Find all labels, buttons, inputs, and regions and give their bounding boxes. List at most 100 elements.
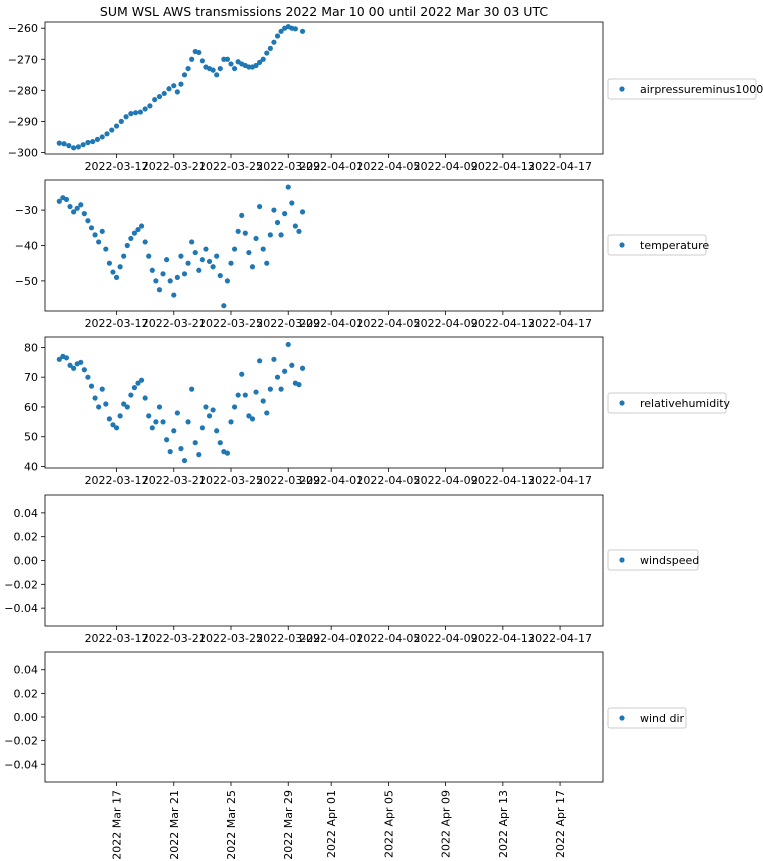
data-point [128,235,134,242]
y-tick-label: −290 [8,115,38,128]
data-point [221,303,227,309]
data-point [135,380,141,386]
data-point [110,422,116,428]
x-tick-label: 2022-03-29 [256,160,320,173]
data-point [189,239,195,245]
data-point [63,196,70,203]
data-point [260,246,266,252]
data-point [63,355,70,361]
data-point [131,385,138,391]
data-point [178,81,184,87]
y-tick-label: −280 [8,84,38,97]
data-point [56,140,62,146]
y-tick-label: −30 [15,204,38,217]
data-point [199,425,205,431]
data-point [246,249,252,256]
data-point [274,33,281,39]
data-point [267,232,273,238]
legend-marker [619,715,625,721]
data-point [113,274,120,280]
data-point [214,428,220,434]
x-tick-label: 2022 Mar 25 [225,790,238,860]
y-tick-label: 0.04 [14,664,39,677]
data-point [224,56,231,62]
x-tick-label: 2022-03-29 [256,317,320,330]
legend-box [607,78,757,100]
data-point [153,278,159,284]
data-point [217,272,223,279]
data-point [85,218,91,224]
data-point [142,395,148,401]
data-point [146,413,152,419]
data-point [203,404,209,410]
legend-box [607,392,727,414]
data-point [164,437,170,443]
data-point [171,292,177,298]
legend-label: airpressureminus1000 [640,83,763,96]
y-tick-label: 0.04 [14,507,39,520]
data-point [71,365,77,371]
data-point [224,450,231,456]
data-point [135,226,141,233]
y-tick-label: −50 [15,275,38,288]
data-point [113,425,120,431]
data-point [271,356,277,362]
data-point [156,93,163,100]
data-point [80,142,86,148]
data-point [228,61,234,67]
data-point [299,209,306,215]
y-tick-label: 60 [24,401,38,414]
data-point [160,271,166,277]
x-tick-label: 2022-04-17 [528,474,592,487]
data-point [81,367,87,373]
subplots: −300−290−280−270−2602022-03-172022-03-21… [4,21,763,860]
data-point [142,239,148,245]
x-tick-label: 2022-03-17 [85,160,149,173]
data-point [260,56,266,62]
data-point [128,111,134,117]
data-point [121,253,127,259]
y-tick-label: 0.00 [14,555,39,568]
x-tick-label: 2022-03-25 [199,317,263,330]
data-point [282,211,288,217]
x-tick-label: 2022-03-29 [256,632,320,645]
y-tick-label: 0.02 [14,687,39,700]
x-tick-label: 2022-04-05 [356,632,420,645]
x-tick-label: 2022-04-13 [471,317,535,330]
data-point [278,386,284,392]
data-point [85,374,91,380]
data-point [181,72,188,78]
data-point [196,267,202,273]
data-point [214,253,220,259]
data-point [253,62,259,69]
x-tick-label: 2022-04-13 [471,632,535,645]
data-point [88,225,95,231]
y-tick-label: −40 [15,240,38,253]
data-point [171,83,177,89]
data-point [78,359,84,365]
x-tick-label: 2022-04-01 [299,632,363,645]
data-point [267,386,273,392]
data-point [185,419,191,425]
data-point [206,258,213,265]
data-point [296,382,302,388]
data-point [174,410,180,416]
legend-label: temperature [640,239,709,252]
data-point [189,386,195,392]
data-point [90,138,96,145]
data-point [117,413,123,419]
data-point [299,365,306,371]
y-tick-label: −300 [8,146,38,159]
data-point [117,264,123,270]
data-point [164,257,170,263]
x-tick-label: 2022-03-17 [85,474,149,487]
data-point [264,50,270,56]
data-point [118,118,124,124]
x-tick-label: 2022-03-25 [199,632,263,645]
data-point [249,264,256,270]
data-point [181,271,188,277]
data-point [109,127,115,133]
data-point [246,413,252,419]
figure-title: SUM WSL AWS transmissions 2022 Mar 10 00… [100,4,548,19]
data-point [99,134,105,140]
